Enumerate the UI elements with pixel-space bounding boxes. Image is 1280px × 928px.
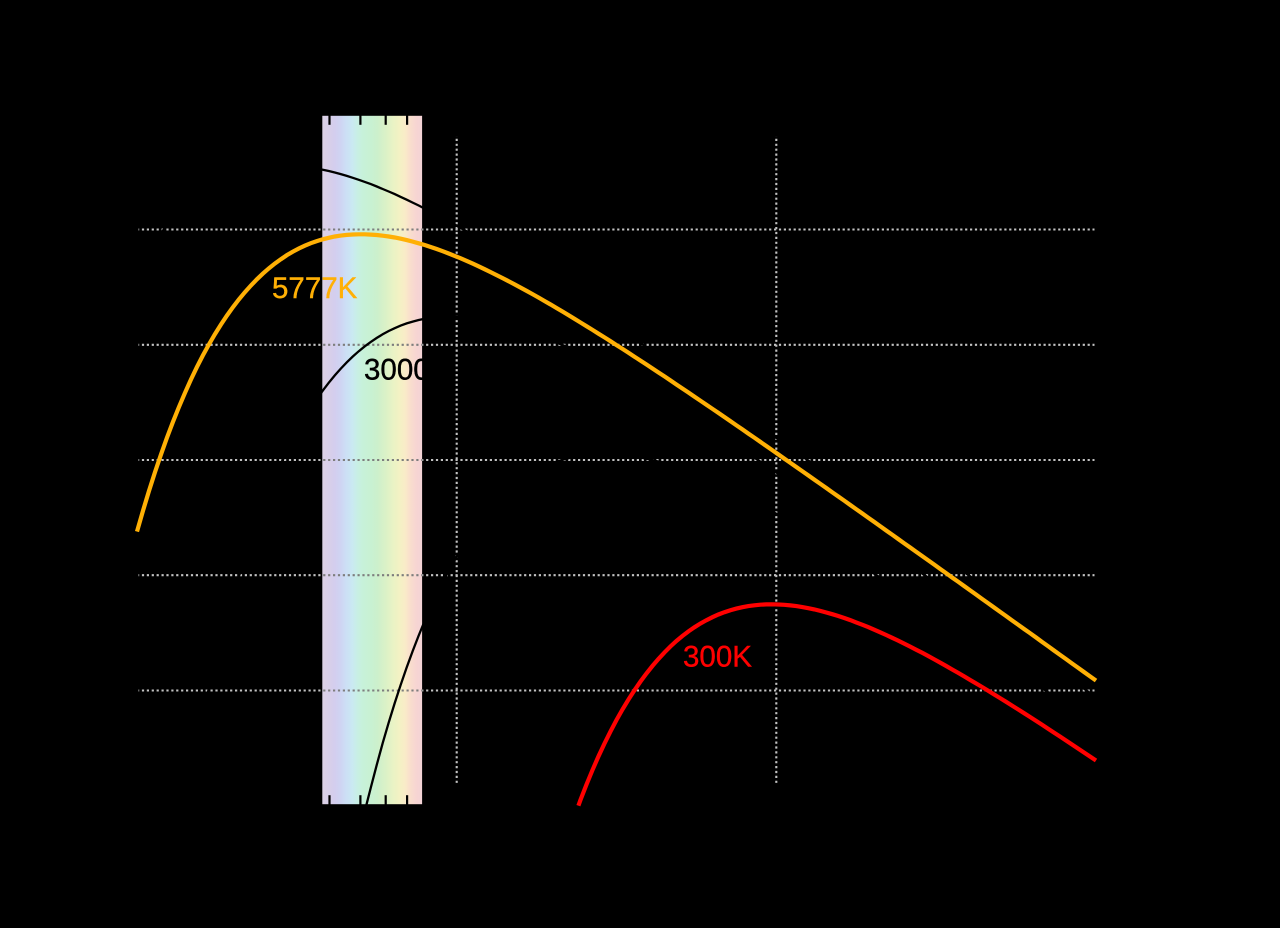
svg-text:5777K: 5777K <box>272 272 358 305</box>
svg-text:3000K: 3000K <box>364 353 450 386</box>
svg-text:300K: 300K <box>683 640 752 673</box>
